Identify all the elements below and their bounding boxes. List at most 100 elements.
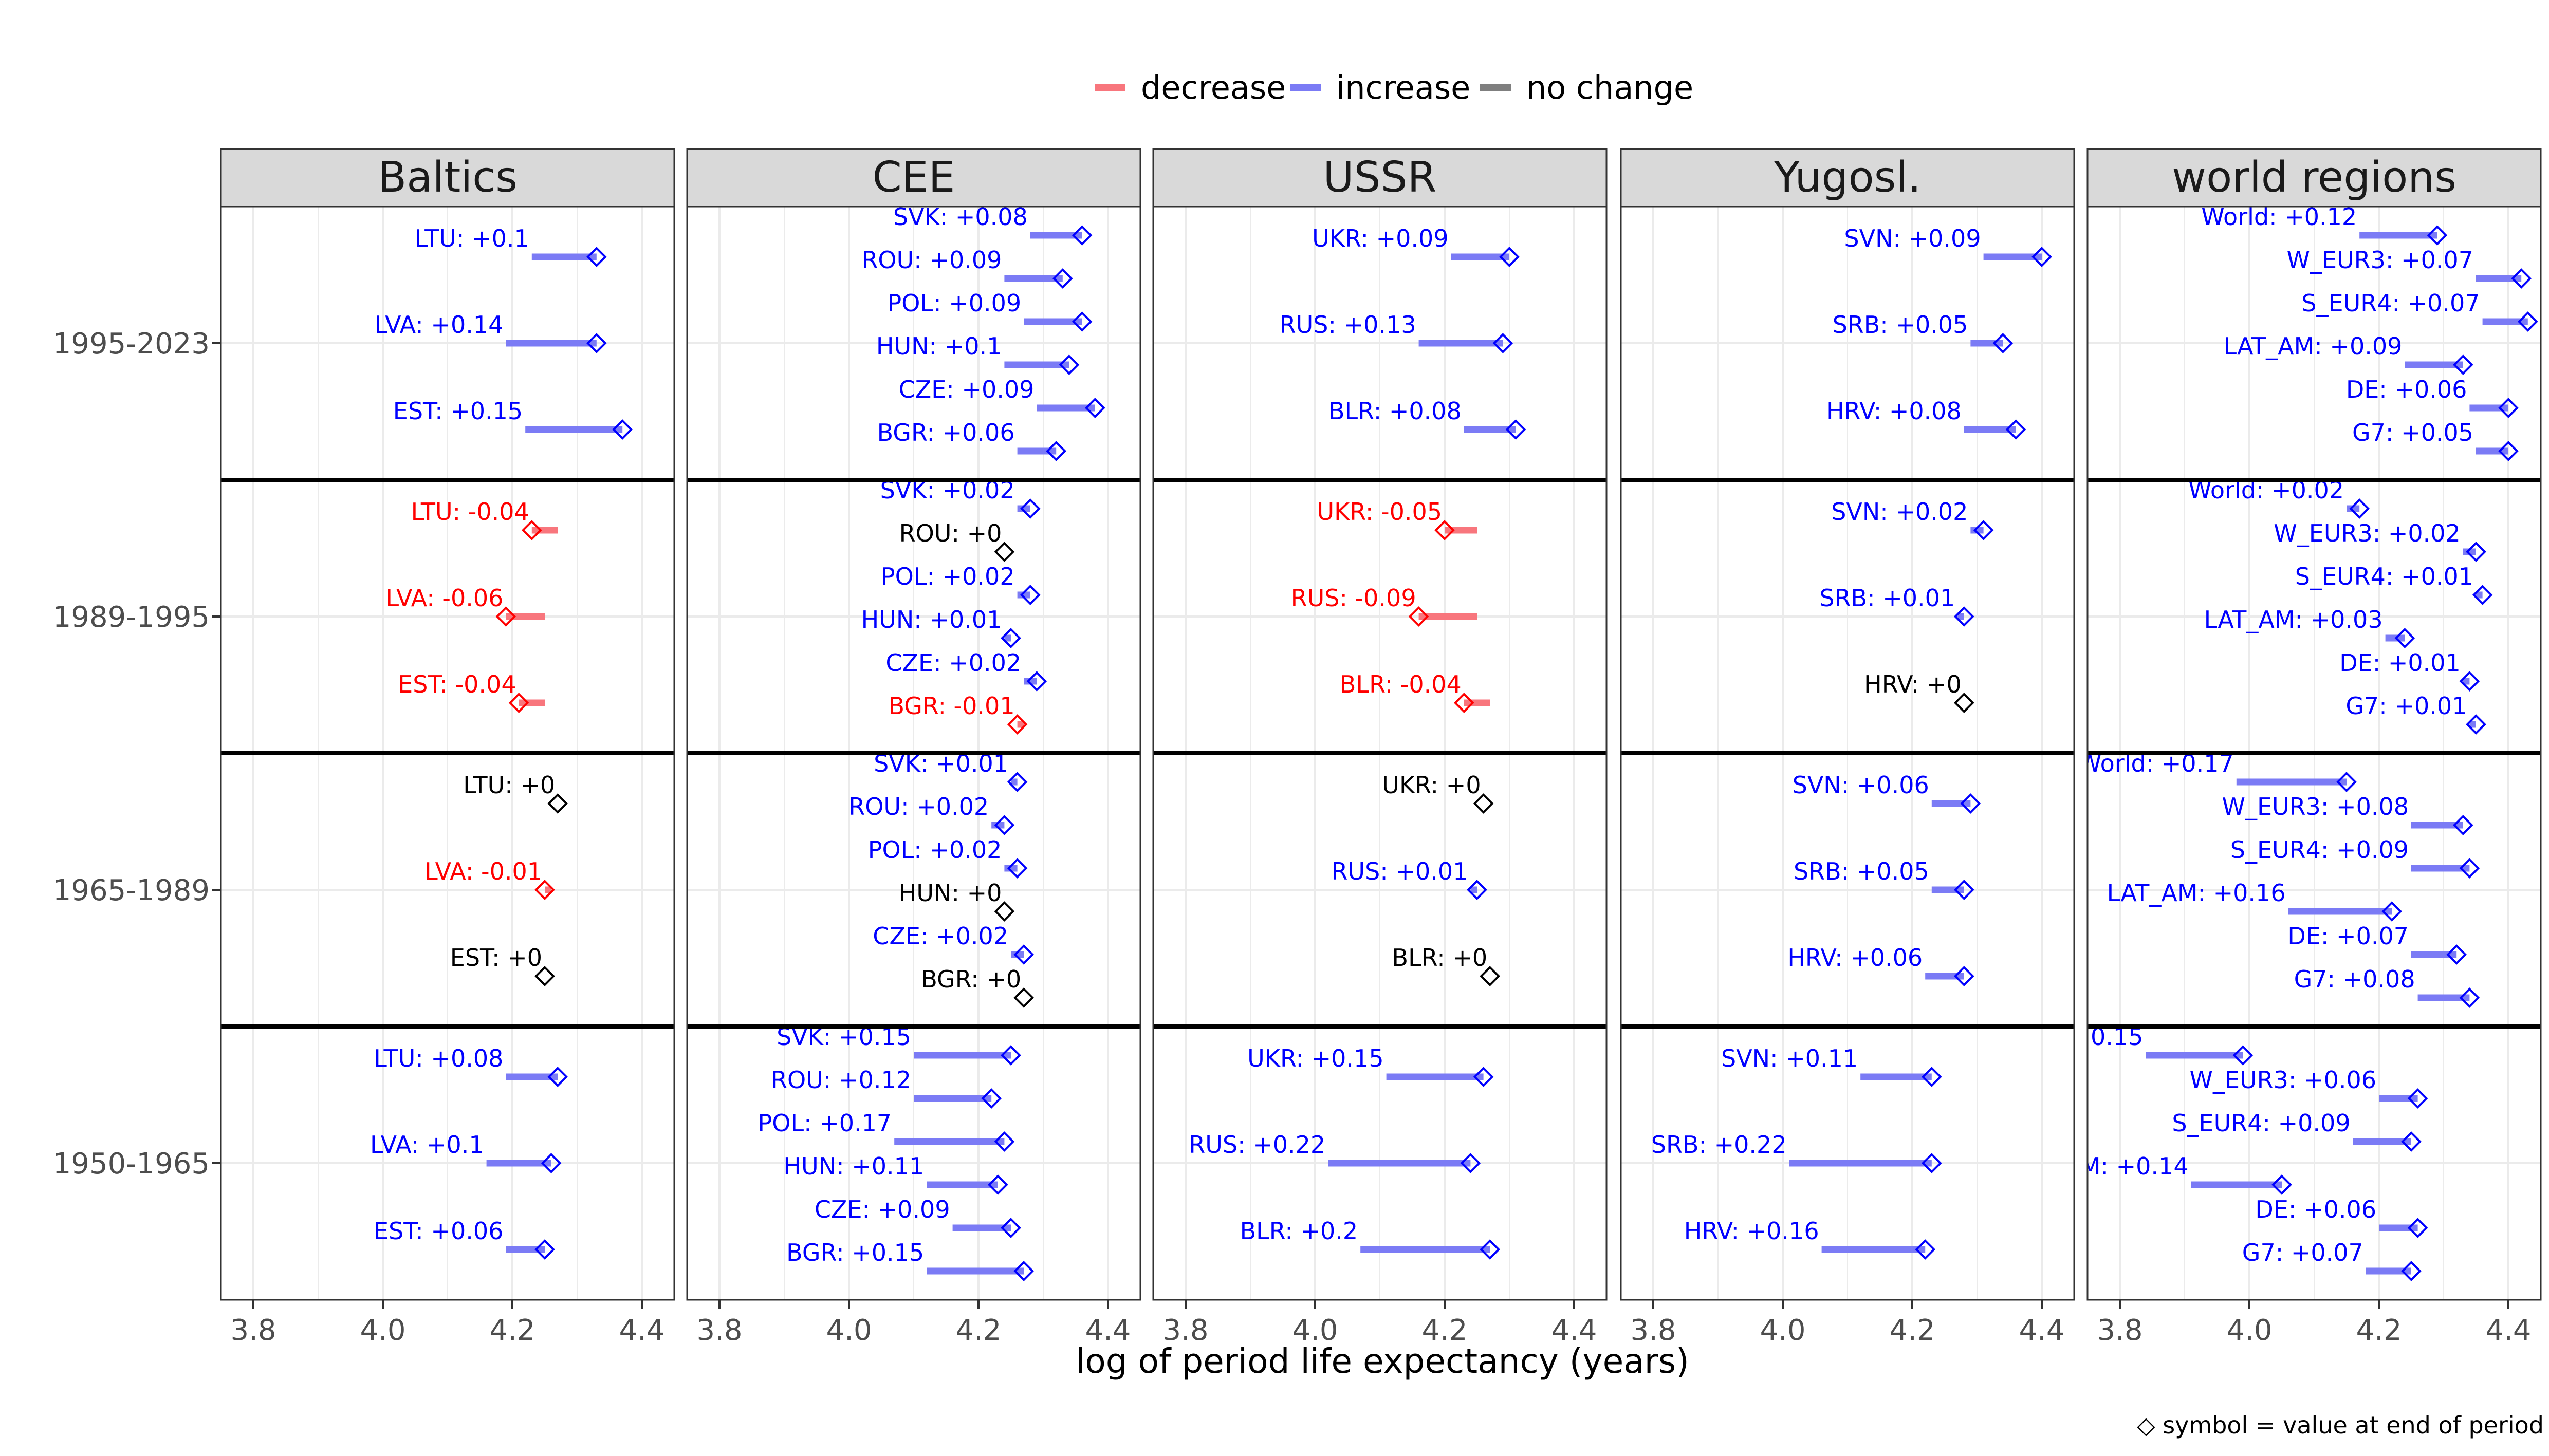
x-tick-label: 4.2 — [955, 1314, 1001, 1347]
end-point-marker — [2031, 247, 2052, 267]
end-point-marker — [2459, 987, 2480, 1008]
data-label: UKR: -0.05 — [1317, 498, 1442, 526]
end-point-marker — [2498, 398, 2519, 418]
end-point-marker — [1480, 1239, 1501, 1260]
end-point-marker — [521, 520, 542, 540]
data-label: RUS: +0.01 — [1331, 857, 1468, 885]
end-point-marker — [2466, 714, 2486, 735]
x-tick-label: 3.8 — [2097, 1314, 2142, 1347]
data-label: SVN: +0.11 — [1721, 1044, 1858, 1072]
x-tick-label: 3.8 — [1162, 1314, 1208, 1347]
end-point-marker — [1013, 1261, 1035, 1281]
period-group: SVN: +0.02 SRB: +0.01 HRV: +0 — [1819, 498, 1994, 713]
data-label: RUS: +0.13 — [1280, 311, 1416, 339]
panel-border — [1152, 206, 1608, 1301]
period-group: LTU: -0.04 LVA: -0.06 EST: -0.04 — [385, 498, 558, 713]
data-label: HUN: +0.01 — [861, 606, 1002, 633]
data-label: HUN: +0 — [899, 879, 1002, 907]
data-label: SVN: +0.09 — [1844, 225, 1981, 252]
data-label: UKR: +0.09 — [1312, 225, 1448, 252]
x-tick-label: 4.4 — [1551, 1314, 1597, 1347]
data-label: POL: +0.02 — [881, 563, 1015, 590]
x-tick-label: 4.2 — [489, 1314, 535, 1347]
data-label: HRV: +0 — [1864, 670, 1962, 698]
data-label: ROU: +0.09 — [861, 246, 1002, 274]
end-point-marker — [1973, 520, 1994, 540]
end-point-marker — [1492, 333, 1513, 353]
data-label: POL: +0.02 — [868, 836, 1002, 864]
data-label: EST: -0.04 — [398, 670, 516, 698]
end-point-marker — [1473, 793, 1494, 814]
end-point-marker — [2401, 1261, 2422, 1281]
x-tick-label: 3.8 — [230, 1314, 276, 1347]
x-tick-label: 3.8 — [1630, 1314, 1676, 1347]
data-label: CZE: +0.02 — [885, 649, 1021, 677]
end-point-marker — [2452, 815, 2473, 835]
facet-title: Baltics — [378, 153, 518, 202]
end-point-marker — [1473, 1067, 1494, 1087]
end-point-marker — [2459, 671, 2480, 692]
data-label: UKR: +0.15 — [1247, 1044, 1383, 1072]
end-point-marker — [1084, 398, 1105, 418]
data-label: SRB: +0.05 — [1833, 311, 1968, 339]
legend: decrease increase no change — [1095, 69, 1693, 106]
data-label: S_EUR4: +0.09 — [2172, 1109, 2350, 1137]
end-point-marker — [2271, 1174, 2292, 1195]
legend-label-increase: increase — [1336, 69, 1470, 106]
end-point-marker — [547, 1067, 568, 1087]
end-point-marker — [1953, 693, 1974, 713]
facet-strip — [1620, 148, 2075, 208]
data-label: ROU: +0.02 — [848, 793, 989, 820]
end-point-marker — [534, 966, 555, 986]
y-tick-label: 1995-2023 — [53, 327, 210, 361]
data-label: HUN: +0.11 — [783, 1152, 924, 1180]
end-point-marker — [1059, 354, 1080, 375]
data-label: LTU: +0.1 — [415, 225, 529, 252]
end-point-marker — [2407, 1218, 2428, 1238]
data-label: SRB: +0.05 — [1794, 857, 1929, 885]
end-point-marker — [1480, 966, 1501, 986]
facet-title: world regions — [2172, 153, 2456, 202]
data-label: SRB: +0.01 — [1819, 584, 1955, 612]
data-label: POL: +0.09 — [888, 289, 1022, 317]
panel-border — [2086, 206, 2542, 1301]
panel-ussr: USSR UKR: +0.09 RUS: +0.13 BLR: +0.08 UKR: -… — [1152, 148, 1608, 1347]
end-point-marker — [1960, 793, 1981, 814]
data-label: EST: +0.15 — [393, 397, 523, 425]
data-label: CZE: +0.09 — [899, 376, 1035, 403]
data-label: G7: +0.01 — [2345, 692, 2467, 720]
x-tick-label: 4.4 — [2019, 1314, 2064, 1347]
data-label: G7: +0.07 — [2242, 1239, 2363, 1266]
facet-title: USSR — [1323, 153, 1436, 202]
end-point-marker — [1007, 858, 1028, 879]
data-label: World: +0.12 — [2201, 203, 2357, 231]
data-label: BLR: +0.08 — [1328, 397, 1462, 425]
legend-label-decrease: decrease — [1141, 69, 1286, 106]
data-label: LVA: -0.01 — [424, 857, 542, 885]
end-point-marker — [2232, 1045, 2254, 1066]
end-point-marker — [2394, 628, 2415, 648]
data-label: SVK: +0.08 — [893, 203, 1028, 231]
end-point-marker — [981, 1088, 1002, 1109]
period-group: UKR: +0.15 RUS: +0.22 BLR: +0.2 — [1189, 1044, 1501, 1260]
end-point-marker — [1467, 880, 1487, 900]
data-label: SRB: +0.22 — [1651, 1131, 1787, 1159]
period-group: LTU: +0.08 LVA: +0.1 EST: +0.06 — [370, 1044, 568, 1260]
data-label: CZE: +0.09 — [815, 1196, 950, 1223]
end-point-marker — [1434, 520, 1455, 540]
end-point-marker — [612, 419, 633, 440]
y-axis: 1995-2023 1989-1995 1965-1989 1950-1965 — [53, 327, 221, 1181]
end-point-marker — [1020, 498, 1041, 519]
end-point-marker — [2452, 354, 2473, 375]
period-group: World: +0.15W_EUR3: +0.06S_EUR4: +0.09LA… — [2088, 1023, 2428, 1281]
period-group: LTU: +0.1 LVA: +0.14 EST: +0.15 — [375, 225, 633, 440]
data-label: HUN: +0.1 — [876, 332, 1002, 360]
end-point-marker — [1953, 966, 1974, 986]
period-group: SVK: +0.08 ROU: +0.09 POL: +0.09 HUN: +0.1 C… — [861, 203, 1105, 461]
data-label: HRV: +0.16 — [1684, 1217, 1819, 1245]
end-point-marker — [2407, 1088, 2428, 1109]
